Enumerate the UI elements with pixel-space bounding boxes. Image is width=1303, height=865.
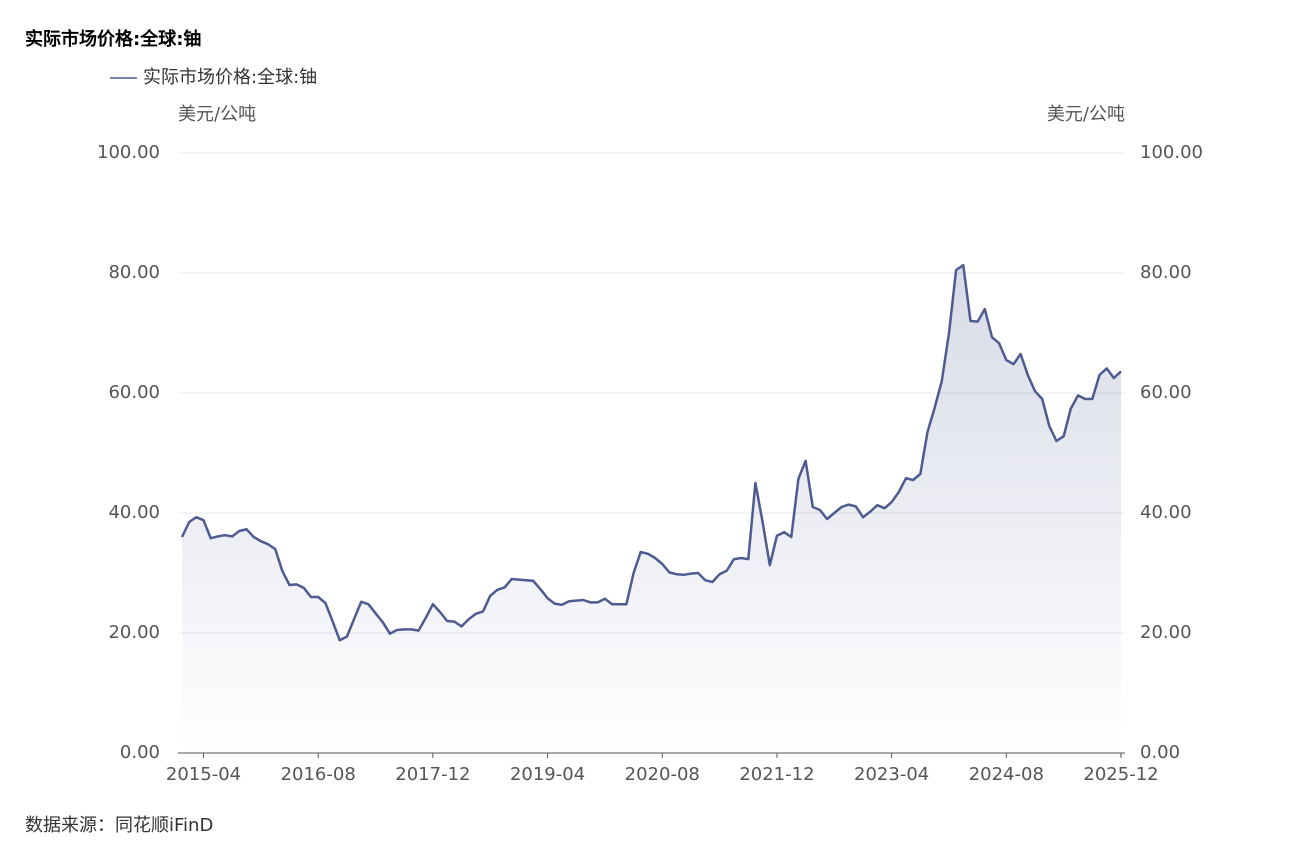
y-tick-label: 40.00: [108, 502, 160, 523]
y2-tick-label: 80.00: [1140, 262, 1192, 283]
legend-label: 实际市场价格:全球:铀: [143, 67, 317, 88]
x-tick-label: 2015-04: [166, 764, 241, 785]
y2-tick-label: 0.00: [1140, 742, 1180, 763]
x-tick-label: 2021-12: [739, 764, 814, 785]
y2-axis-label: 美元/公吨: [1047, 104, 1125, 125]
y-tick-label: 80.00: [108, 262, 160, 283]
y-tick-label: 100.00: [97, 142, 160, 163]
area: [182, 265, 1121, 753]
y-axis-label: 美元/公吨: [178, 104, 256, 125]
y2-tick-label: 40.00: [1140, 502, 1192, 523]
source: 数据来源：同花顺iFinD: [25, 815, 213, 836]
y-tick-label: 20.00: [108, 622, 160, 643]
x-tick-label: 2025-12: [1083, 764, 1158, 785]
chart-title: 实际市场价格:全球:铀: [25, 28, 201, 50]
y-tick-label: 0.00: [120, 742, 160, 763]
line: [180, 263, 1122, 642]
y-tick-label: 60.00: [108, 382, 160, 403]
y2-tick-label: 60.00: [1140, 382, 1192, 403]
x-tick-label: 2023-04: [854, 764, 929, 785]
x-tick-label: 2024-08: [969, 764, 1044, 785]
x-tick-label: 2020-08: [625, 764, 700, 785]
x-tick-label: 2017-12: [395, 764, 470, 785]
x-tick-label: 2016-08: [281, 764, 356, 785]
x-tick-label: 2019-04: [510, 764, 585, 785]
y2-tick-label: 100.00: [1140, 142, 1203, 163]
y2-tick-label: 20.00: [1140, 622, 1192, 643]
